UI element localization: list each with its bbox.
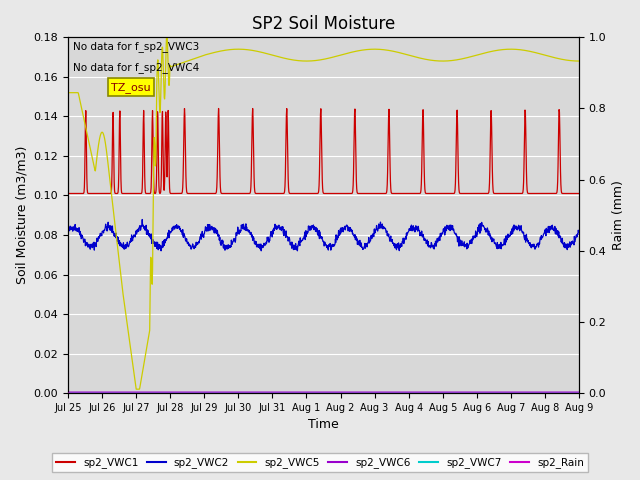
X-axis label: Time: Time	[308, 419, 339, 432]
Text: No data for f_sp2_VWC4: No data for f_sp2_VWC4	[73, 62, 200, 73]
Text: No data for f_sp2_VWC3: No data for f_sp2_VWC3	[73, 41, 200, 52]
Legend: sp2_VWC1, sp2_VWC2, sp2_VWC5, sp2_VWC6, sp2_VWC7, sp2_Rain: sp2_VWC1, sp2_VWC2, sp2_VWC5, sp2_VWC6, …	[52, 453, 588, 472]
Y-axis label: Raim (mm): Raim (mm)	[612, 180, 625, 250]
Text: TZ_osu: TZ_osu	[111, 82, 151, 93]
Title: SP2 Soil Moisture: SP2 Soil Moisture	[252, 15, 395, 33]
Y-axis label: Soil Moisture (m3/m3): Soil Moisture (m3/m3)	[15, 146, 28, 285]
